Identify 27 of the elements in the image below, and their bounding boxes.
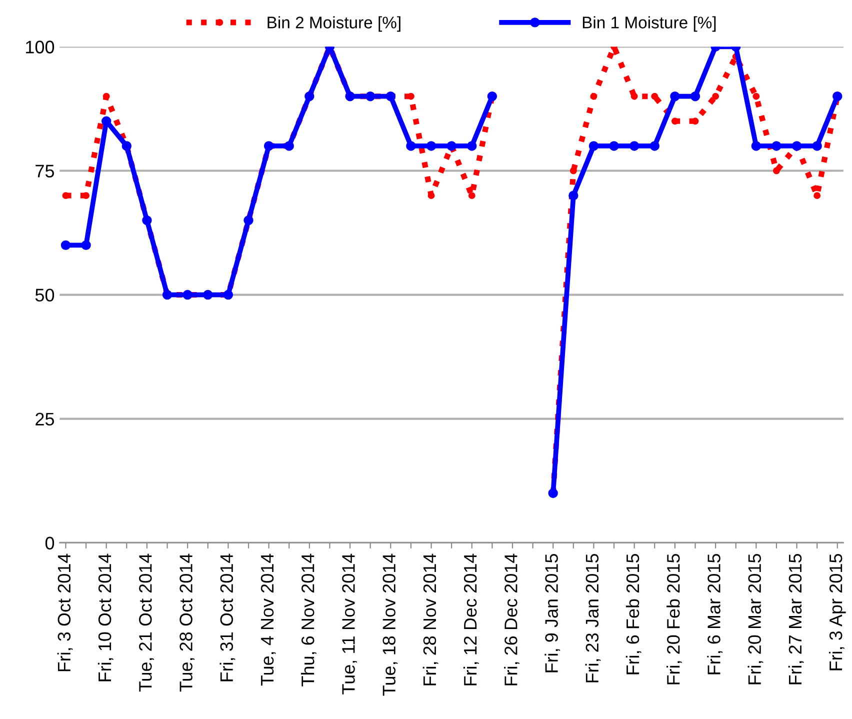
x-tick-label: Fri, 9 Jan 2015: [544, 554, 560, 672]
x-tick-label: Fri, 23 Jan 2015: [585, 554, 601, 682]
x-tick-label: Thu, 6 Nov 2014: [300, 554, 316, 686]
y-tick-label: 50: [35, 288, 54, 302]
y-tick-label: 100: [26, 40, 54, 54]
legend-label: Bin 2 Moisture [%]: [268, 16, 400, 32]
x-tick-label: Fri, 27 Mar 2015: [788, 554, 804, 684]
x-tick-label: Fri, 31 Oct 2014: [220, 554, 236, 682]
x-tick-label: Fri, 6 Feb 2015: [626, 554, 642, 674]
x-tick-label: Tue, 28 Oct 2014: [180, 554, 195, 692]
y-tick-label: 0: [45, 536, 54, 550]
y-tick-label: 25: [36, 412, 54, 426]
x-tick-label: Tue, 11 Nov 2014: [342, 554, 358, 694]
x-tick-label: Fri, 28 Nov 2014: [422, 554, 438, 686]
x-tick-label: Fri, 20 Mar 2015: [748, 554, 764, 684]
x-tick-label: Fri, 6 Mar 2015: [707, 554, 723, 674]
x-tick-label: Tue, 18 Nov 2014: [382, 554, 398, 696]
x-tick-label: Tue, 4 Nov 2014: [260, 554, 276, 686]
x-tick-label: Fri, 3 Oct 2014: [57, 554, 73, 672]
x-tick-label: Tue, 21 Oct 2014: [139, 554, 154, 692]
x-tick-label: Fri, 3 Apr 2015: [828, 554, 846, 670]
legend-label: Bin 1 Moisture [%]: [582, 16, 716, 32]
x-tick-label: Fri, 10 Oct 2014: [98, 554, 114, 682]
x-tick-label: Fri, 12 Dec 2014: [463, 554, 479, 686]
x-tick-label: Fri, 26 Dec 2014: [504, 554, 520, 686]
x-tick-label: Fri, 20 Feb 2015: [666, 554, 682, 684]
y-tick-label: 75: [36, 164, 54, 178]
